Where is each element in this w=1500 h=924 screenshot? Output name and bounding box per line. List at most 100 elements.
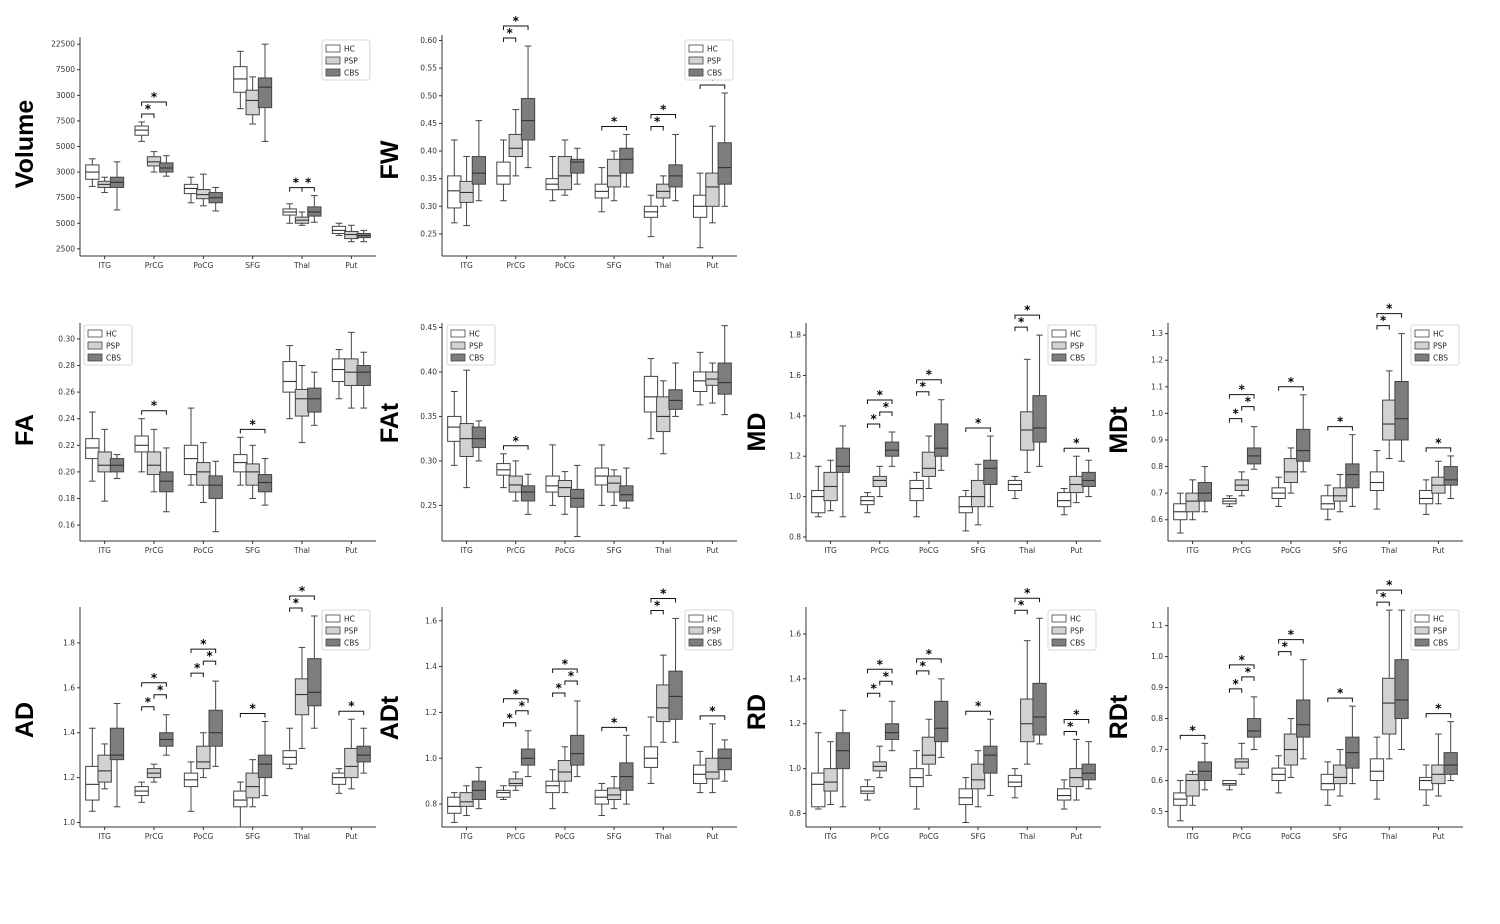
y-tick-label: 1.4 [63,728,75,737]
significance-star: * [194,661,201,675]
significance-bracket [289,607,303,612]
significance-star: * [870,412,877,426]
significance-star: * [1232,677,1239,691]
box-body [884,441,900,457]
significance-star: * [1380,314,1387,328]
legend: HC PSP CBS [684,609,734,651]
box-itg-psp [459,156,474,227]
box-body [331,358,347,382]
box-body [233,790,248,808]
box-body [717,142,732,185]
box-body [934,700,949,743]
box-body [970,763,986,790]
box-body [921,451,937,477]
y-tick-label: 0.22 [58,441,75,450]
box-thal-psp [294,646,310,749]
significance-star: * [519,699,526,713]
y-tick-label: 1.0 [63,818,75,827]
box-put-psp [1431,733,1446,797]
box-thal-hc [643,194,659,238]
legend-swatch-cbs [325,638,341,647]
box-put-cbs [717,739,732,782]
x-tick-label-sfg: SFG [245,546,260,555]
panel-volume: 2500 5000 7500 3000 5000 7500 3000 7500 22500 ITG… [11,37,376,270]
significance-marker: * [1425,702,1452,718]
box-itg-psp [823,741,838,806]
x-tick-label-pocg: PoCG [193,261,213,270]
y-tick-label: 0.8 [1151,462,1163,471]
box-thal-psp [656,380,671,455]
x-tick-label-itg: ITG [98,832,111,841]
significance-marker: * [1228,383,1255,399]
significance-marker: * [1327,415,1353,431]
box-body [921,736,937,765]
significance-star: * [293,596,300,610]
box-sfg-hc [594,444,609,506]
box-itg-cbs [109,161,125,211]
y-tick-label: 1.6 [789,371,801,380]
box-thal-cbs [307,195,322,223]
box-itg-cbs [109,703,125,808]
significance-marker: * [916,647,942,663]
x-tick-label-put: Put [1432,832,1444,841]
box-body [606,475,622,493]
legend-label-hc: HC [106,330,117,339]
box-body [307,658,322,707]
box-prcg-cbs [159,714,174,756]
significance-bracket [141,113,155,118]
box-sfg-hc [594,782,609,817]
significance-marker: * [502,711,517,727]
x-tick-label-sfg: SFG [607,546,622,555]
significance-marker: * [552,657,578,673]
box-pocg-hc [909,750,924,810]
significance-marker: * [141,90,167,106]
y-tick-label: 0.16 [58,521,75,530]
y-tick-label: 7500 [56,65,75,74]
legend-swatch-psp [87,341,103,350]
box-pocg-psp [1283,718,1299,778]
x-tick-label-prcg: PrCG [870,832,889,841]
box-sfg-cbs [983,718,998,797]
box-sfg-cbs [1345,705,1360,785]
box-itg-hc [85,411,100,482]
box-thal-psp [1382,370,1397,460]
legend: HC PSP CBS [1410,324,1460,366]
box-itg-hc [85,158,100,187]
significance-bracket [699,84,726,90]
y-tick-label: 22500 [51,40,75,49]
significance-star: * [926,368,933,382]
box-thal-hc [282,345,297,420]
significance-marker: * [1063,436,1090,453]
significance-marker: * [879,400,893,416]
box-sfg-cbs [257,458,273,506]
box-body [958,496,973,514]
y-tick-label: 1.6 [789,629,801,638]
legend-label-cbs: CBS [344,639,359,648]
box-itg-cbs [835,425,851,518]
significance-marker: * [239,701,266,718]
y-tick-label: 0.18 [58,494,75,503]
legend-swatch-psp [325,626,341,635]
box-body [344,747,359,779]
significance-marker: * [141,671,167,687]
box-body [1197,482,1213,502]
significance-bracket [502,722,517,727]
box-body [619,485,634,502]
box-body [183,444,199,476]
significance-bracket [1376,325,1390,330]
box-sfg-hc [233,50,248,110]
box-body [447,175,462,209]
y-tick-label: 0.30 [420,456,437,465]
significance-marker: * [289,584,315,600]
significance-marker: * [650,114,664,131]
box-body [656,684,671,723]
box-put-cbs [356,727,371,774]
significance-bracket [564,680,578,685]
box-pocg-cbs [208,460,223,533]
significance-star: * [348,699,355,713]
x-tick-label-prcg: PrCG [1232,832,1251,841]
legend-swatch-hc [688,614,704,623]
x-tick-label-itg: ITG [460,546,473,555]
y-tick-label: 0.30 [58,334,75,343]
